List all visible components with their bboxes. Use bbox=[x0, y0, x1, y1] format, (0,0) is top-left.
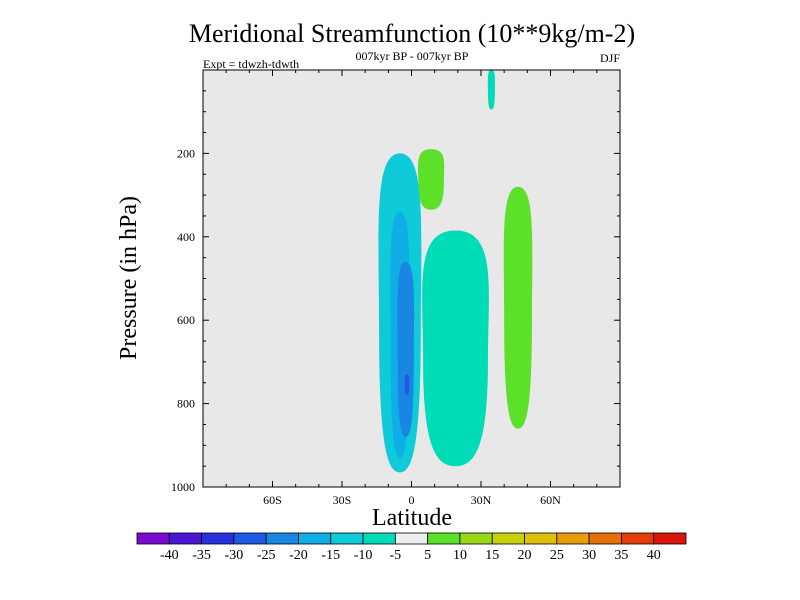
colorbar-label: -30 bbox=[225, 548, 244, 563]
colorbar-swatch bbox=[362, 532, 396, 545]
y-tick-label: 1000 bbox=[171, 480, 195, 494]
colorbar-label: -10 bbox=[354, 548, 373, 563]
contour-region-positive-upper bbox=[418, 149, 445, 210]
x-tick-label: 0 bbox=[409, 493, 415, 507]
colorbar-swatch bbox=[233, 532, 267, 545]
colorbar-swatch bbox=[524, 532, 558, 545]
colorbar-label: -35 bbox=[192, 548, 211, 563]
x-axis: 60S 30S 0 30N 60N bbox=[202, 70, 621, 507]
colorbar-label: 20 bbox=[518, 548, 532, 563]
experiment-label: Expt = tdwzh-tdwth bbox=[203, 57, 299, 71]
contour-region-weak-negative-top bbox=[487, 70, 496, 110]
season-label: DJF bbox=[600, 51, 620, 65]
colorbar-swatch bbox=[653, 532, 687, 545]
y-axis: 200 400 600 800 1000 bbox=[171, 69, 620, 494]
colorbar-swatch bbox=[427, 532, 461, 545]
colorbar-swatch bbox=[556, 532, 590, 545]
x-tick-label: 60N bbox=[540, 493, 561, 507]
x-axis-label: Latitude bbox=[372, 505, 452, 531]
colorbar-swatch bbox=[330, 532, 364, 545]
colorbar-swatch bbox=[136, 532, 170, 545]
colorbar-label: -25 bbox=[257, 548, 276, 563]
colorbar-label: -20 bbox=[289, 548, 308, 563]
contour-region-positive-north bbox=[503, 186, 533, 429]
chart-subtitle: 007kyr BP - 007kyr BP bbox=[356, 49, 469, 63]
colorbar-label: 10 bbox=[453, 548, 467, 563]
colorbar-label: -40 bbox=[160, 548, 179, 563]
colorbar-label: 30 bbox=[582, 548, 596, 563]
colorbar-label: 25 bbox=[550, 548, 564, 563]
colorbar-swatch bbox=[394, 532, 429, 545]
colorbar-swatch bbox=[588, 532, 622, 545]
colorbar-swatch bbox=[168, 532, 202, 545]
colorbar-label: -5 bbox=[390, 548, 402, 563]
y-tick-label: 600 bbox=[177, 313, 195, 327]
colorbar-swatch bbox=[491, 532, 525, 545]
x-tick-label: 30S bbox=[333, 493, 352, 507]
colorbar-label: 15 bbox=[485, 548, 499, 563]
colorbar-label: 5 bbox=[424, 548, 431, 563]
colorbar-label: 40 bbox=[647, 548, 661, 563]
y-tick-label: 800 bbox=[177, 397, 195, 411]
colorbar-swatch bbox=[201, 532, 235, 545]
colorbar-swatch bbox=[265, 532, 299, 545]
colorbar-label: -15 bbox=[321, 548, 340, 563]
x-tick-label: 60S bbox=[263, 493, 282, 507]
chart-title: Meridional Streamfunction (10**9kg/m-2) bbox=[189, 19, 635, 48]
contour-regions bbox=[378, 70, 533, 473]
contour-region-peak-negative bbox=[404, 374, 410, 396]
y-axis-label: Pressure (in hPa) bbox=[116, 196, 142, 360]
x-tick-label: 30N bbox=[471, 493, 492, 507]
contour-region-core-negative bbox=[397, 261, 415, 437]
colorbar: -40 -35 -30 -25 -20 -15 -10 -5 5 10 15 20 25 30 35 40 bbox=[136, 532, 687, 563]
colorbar-swatch bbox=[298, 532, 332, 545]
colorbar-swatch bbox=[459, 532, 493, 545]
y-tick-label: 200 bbox=[177, 146, 195, 160]
colorbar-swatch bbox=[621, 532, 655, 545]
y-tick-label: 400 bbox=[177, 230, 195, 244]
contour-region-weak-negative-north bbox=[422, 230, 489, 467]
colorbar-label: 35 bbox=[614, 548, 628, 563]
